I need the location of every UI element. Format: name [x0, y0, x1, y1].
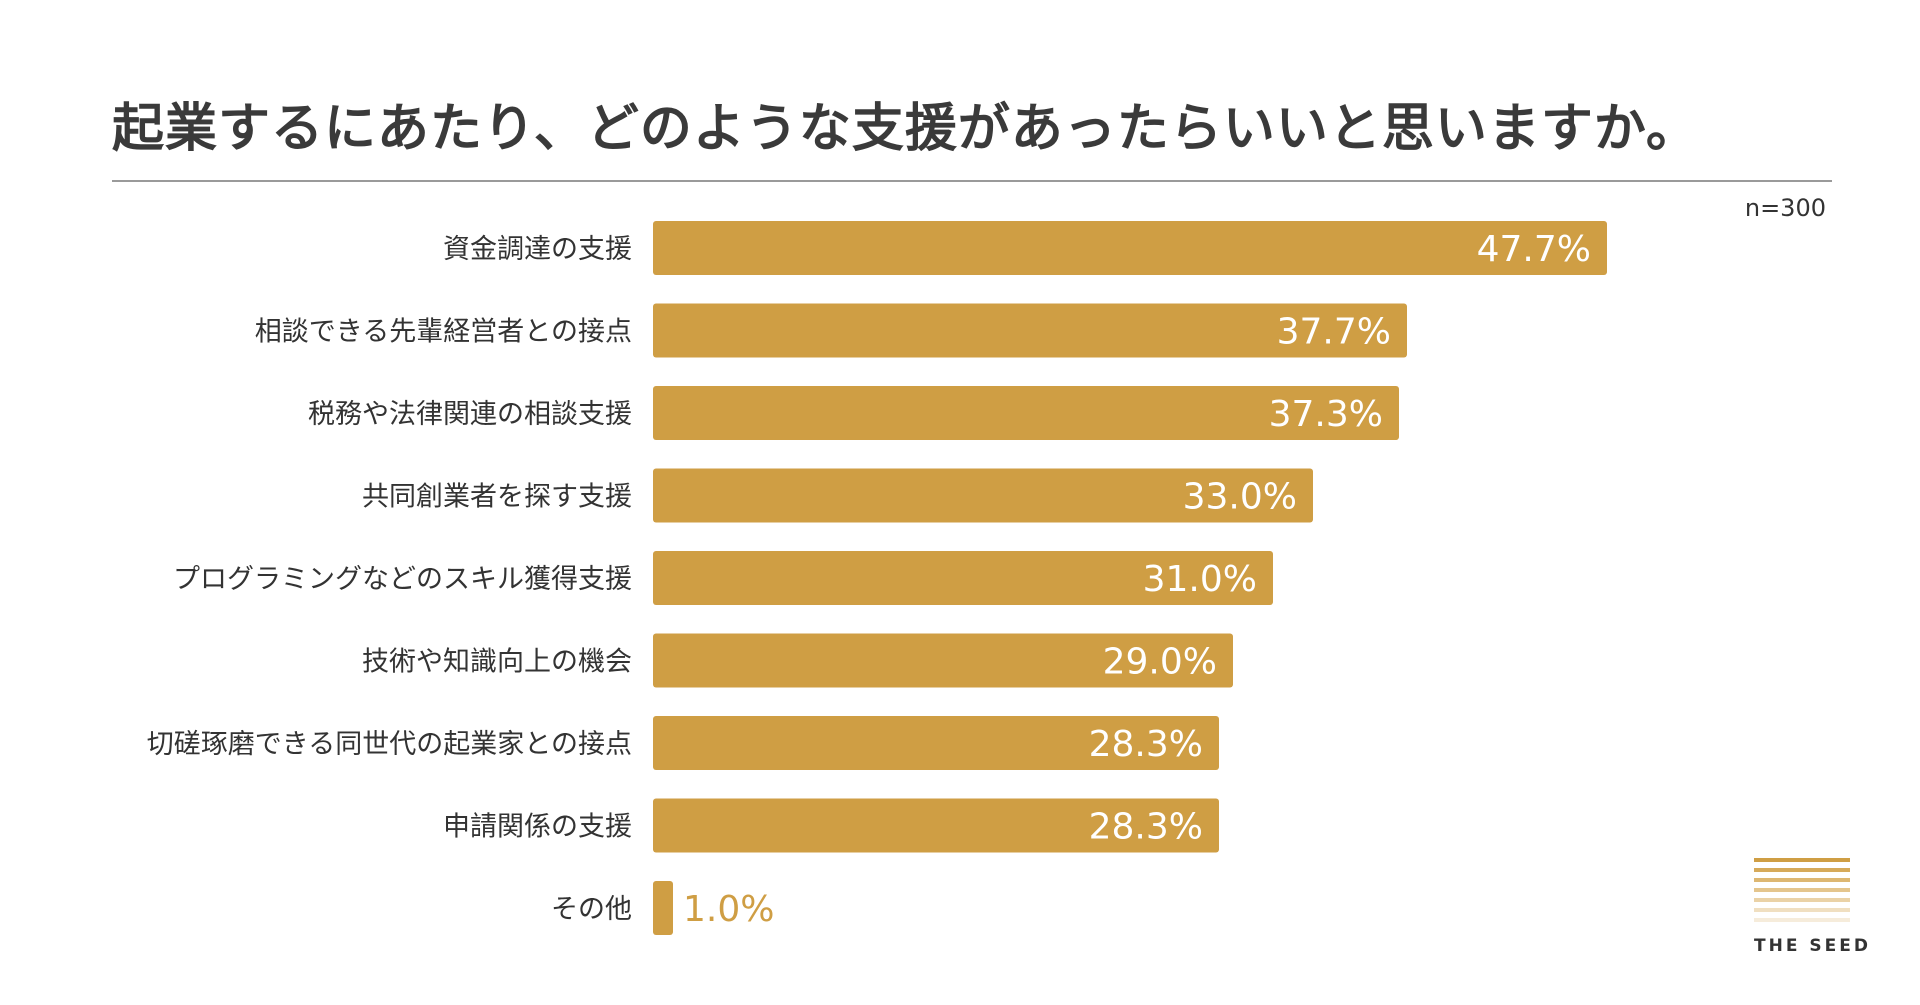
bar	[653, 716, 1219, 770]
value-label: 28.3%	[1089, 807, 1203, 848]
bar	[653, 798, 1219, 853]
logo-lines	[1754, 858, 1850, 922]
logo-stripe	[1754, 908, 1850, 912]
category-label: プログラミングなどのスキル獲得支援	[173, 564, 632, 595]
category-label: 税務や法律関連の相談支援	[308, 399, 632, 430]
chart-title: 起業するにあたり、どのような支援があったらいいと思いますか。	[112, 99, 1699, 159]
category-label: 切磋琢磨できる同世代の起業家との接点	[147, 729, 632, 760]
value-label: 1.0%	[683, 889, 774, 930]
category-label: 資金調達の支援	[443, 234, 632, 265]
the-seed-logo: THE SEED	[1754, 858, 1871, 956]
value-label: 37.3%	[1269, 394, 1383, 435]
title-divider	[112, 180, 1832, 182]
category-label: その他	[551, 894, 632, 925]
logo-stripe	[1754, 878, 1850, 882]
value-label: 29.0%	[1103, 642, 1217, 683]
bar	[653, 221, 1607, 275]
sample-size-label: n=300	[1744, 194, 1826, 222]
bar	[653, 551, 1273, 605]
value-label: 37.7%	[1277, 312, 1391, 353]
bar	[653, 881, 673, 935]
logo-stripe	[1754, 868, 1850, 872]
value-label: 33.0%	[1183, 477, 1297, 518]
logo-stripe	[1754, 898, 1850, 902]
logo-stripe	[1754, 888, 1850, 892]
bar	[653, 386, 1399, 440]
logo-stripe	[1754, 918, 1850, 922]
category-label: 申請関係の支援	[443, 812, 632, 843]
value-label: 47.7%	[1477, 229, 1591, 270]
logo-stripe	[1754, 858, 1850, 862]
bar	[653, 303, 1407, 358]
category-label: 共同創業者を探す支援	[362, 482, 632, 513]
bar	[653, 468, 1313, 523]
bar	[653, 633, 1233, 688]
value-label: 31.0%	[1143, 559, 1257, 600]
category-label: 技術や知識向上の機会	[362, 647, 632, 678]
logo-text: THE SEED	[1754, 936, 1871, 956]
category-label: 相談できる先輩経営者との接点	[255, 317, 632, 348]
value-label: 28.3%	[1089, 724, 1203, 765]
